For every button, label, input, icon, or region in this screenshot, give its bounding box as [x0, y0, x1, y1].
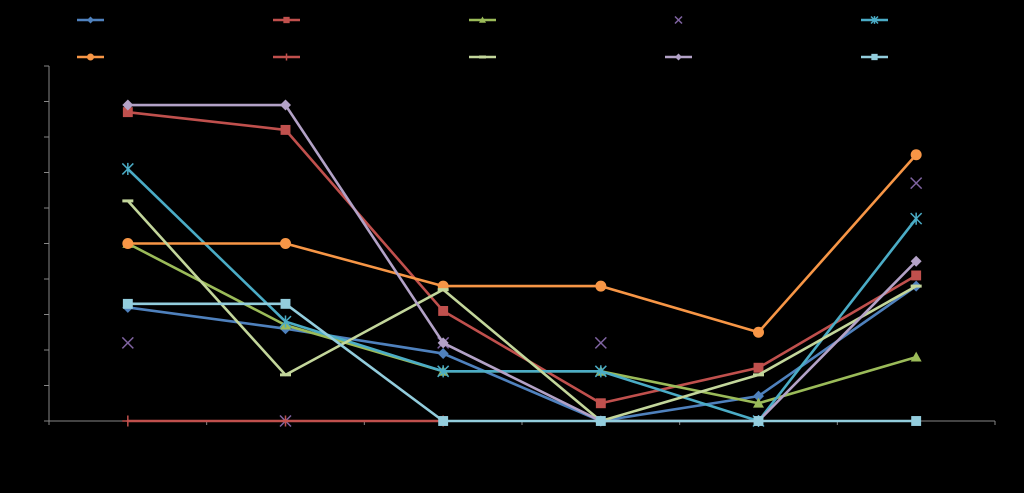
star-marker — [121, 162, 134, 175]
series-layer — [121, 99, 923, 428]
plus-marker — [283, 53, 290, 61]
circle-marker — [910, 149, 922, 161]
series-line — [126, 153, 918, 334]
legend-entry-1 — [77, 16, 104, 24]
circle-marker — [280, 238, 291, 249]
legend-entry-3 — [469, 16, 496, 23]
diamond-marker — [87, 16, 94, 24]
square-marker — [911, 270, 922, 281]
triangle-marker — [910, 351, 922, 362]
square-marker — [595, 398, 606, 409]
x-marker — [674, 15, 683, 25]
circle-marker — [87, 53, 94, 61]
series-line — [126, 284, 918, 423]
diamond-marker — [437, 348, 449, 360]
square-marker — [280, 124, 291, 135]
square-marker — [753, 362, 764, 373]
diamond-marker — [280, 99, 291, 111]
series-7 — [122, 415, 449, 427]
legend-entry-9 — [665, 53, 692, 61]
star-marker — [437, 365, 450, 378]
legend-entry-5 — [861, 15, 888, 25]
square-marker — [911, 416, 922, 426]
square-marker — [280, 298, 291, 309]
series-4 — [121, 177, 923, 428]
square-marker — [438, 306, 449, 316]
circle-marker — [753, 326, 764, 338]
square-marker — [438, 416, 449, 426]
x-marker — [594, 336, 607, 349]
diamond-marker — [122, 99, 134, 111]
series-10 — [122, 298, 922, 426]
square-marker — [871, 53, 878, 61]
series-line — [126, 199, 918, 423]
legend-entry-10 — [861, 53, 888, 61]
series-line — [126, 103, 918, 423]
diamond-marker — [437, 337, 449, 349]
series-6 — [122, 149, 922, 338]
diamond-marker — [910, 255, 922, 267]
x-marker — [121, 336, 134, 349]
triangle-marker — [479, 16, 486, 23]
legend-entry-7 — [273, 53, 300, 61]
diamond-marker — [753, 390, 764, 402]
legend-entry-2 — [273, 16, 300, 24]
star-marker — [910, 212, 923, 225]
series-9 — [122, 99, 922, 427]
legend — [77, 15, 888, 61]
plus-marker — [122, 415, 134, 427]
star-marker — [279, 315, 292, 328]
star-marker — [870, 15, 879, 25]
series-line — [126, 110, 918, 405]
series-line — [126, 302, 918, 423]
series-2 — [122, 107, 922, 409]
legend-entry-4 — [674, 15, 683, 25]
plus-marker — [280, 415, 291, 427]
circle-marker — [595, 280, 607, 292]
square-marker — [122, 107, 133, 118]
triangle-marker — [753, 397, 764, 408]
square-marker — [753, 416, 764, 426]
circle-marker — [122, 238, 134, 249]
diamond-marker — [675, 53, 682, 61]
series-line — [126, 167, 918, 423]
star-marker — [594, 365, 607, 378]
square-marker — [595, 416, 606, 426]
square-marker — [122, 298, 133, 309]
square-marker — [283, 16, 290, 24]
x-marker — [910, 177, 923, 190]
legend-entry-6 — [77, 53, 104, 61]
